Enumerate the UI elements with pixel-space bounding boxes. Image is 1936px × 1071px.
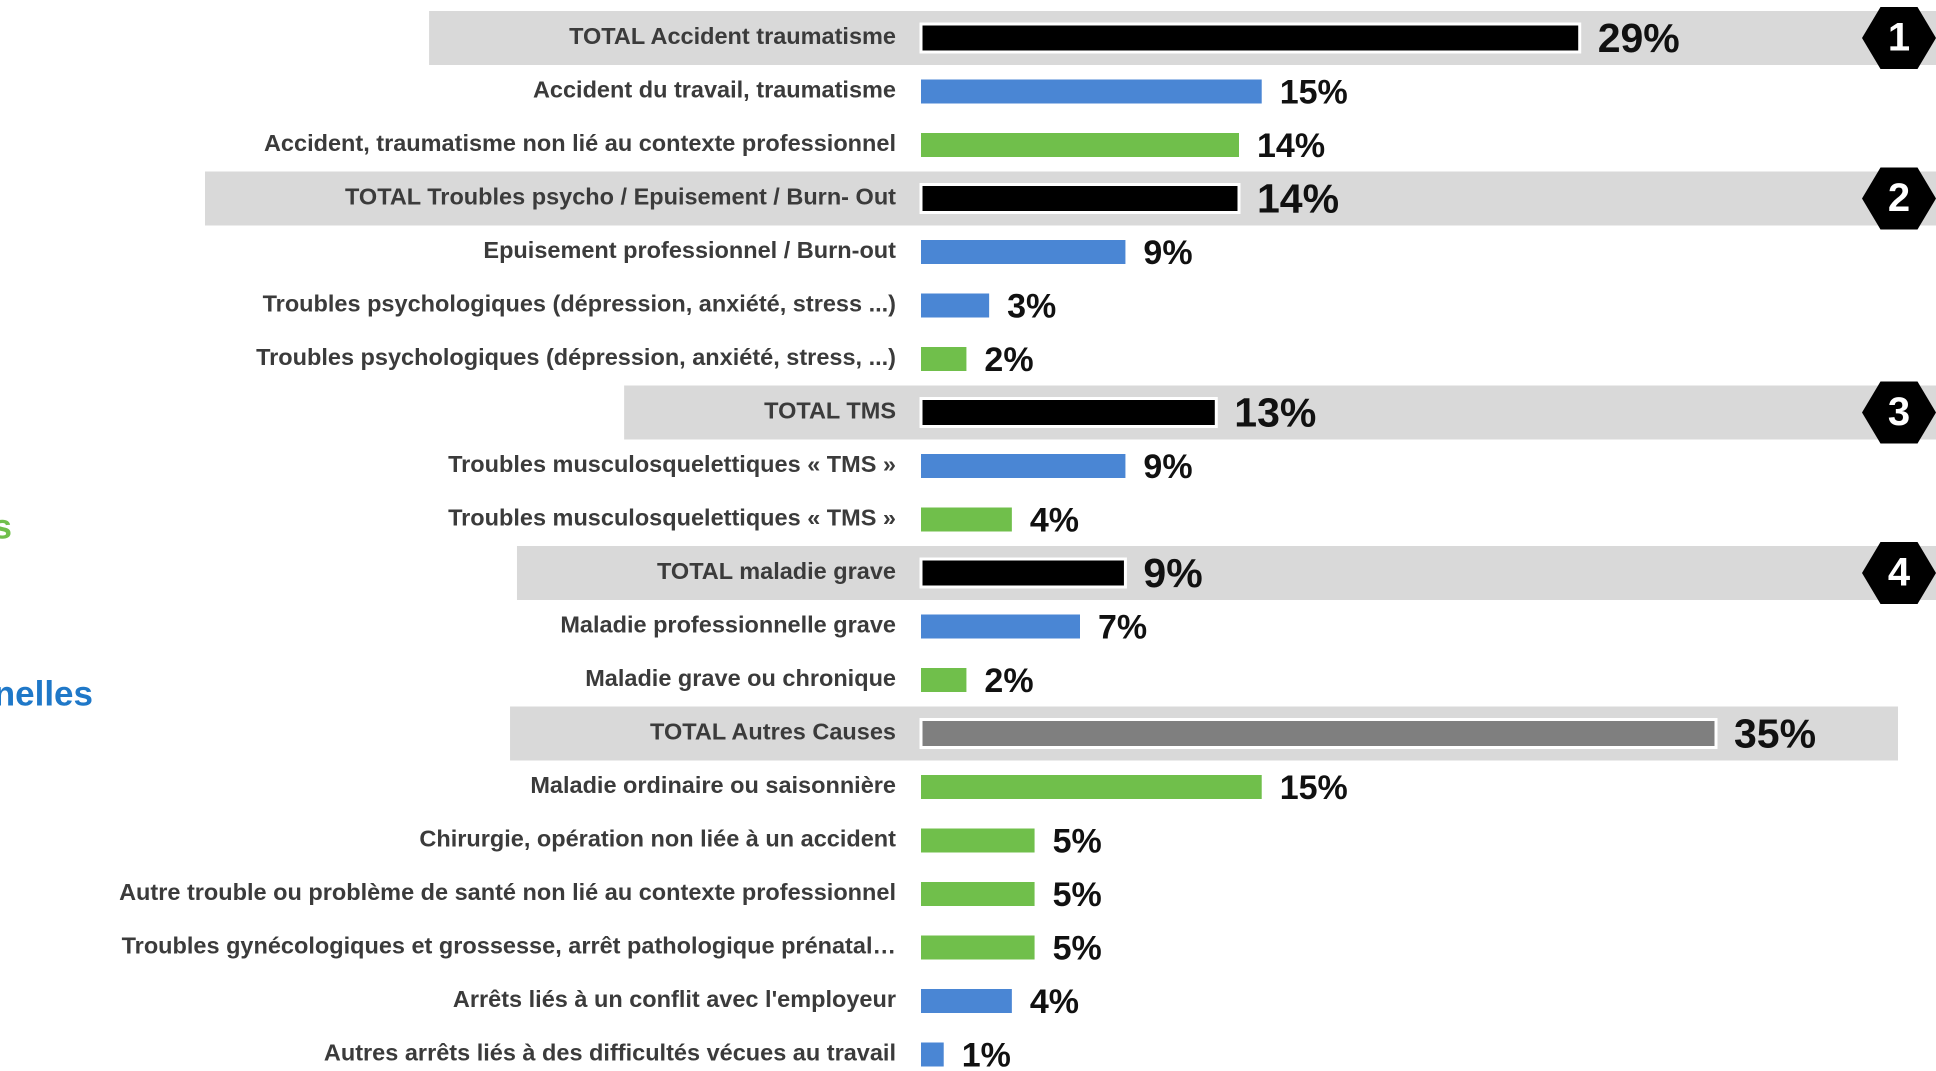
badge-number: 4 [1888,551,1911,595]
category-label: TOTAL Troubles psycho / Epuisement / Bur… [345,184,896,210]
bar [921,347,967,371]
bar [921,935,1035,960]
bar [921,882,1035,906]
value-label: 7% [1098,608,1147,646]
value-label: 4% [1030,983,1079,1021]
annotation: s [0,507,12,546]
value-label: 29% [1598,15,1680,61]
value-label: 2% [984,341,1033,379]
bar [919,397,1218,428]
category-label: Accident du travail, traumatisme [533,77,896,103]
bar [921,828,1035,853]
value-label: 2% [984,662,1033,700]
value-label: 1% [962,1036,1011,1071]
bar [921,1042,944,1067]
category-label: Maladie ordinaire ou saisonnière [530,772,896,798]
category-label: Troubles musculosquelettiques « TMS » [448,451,896,477]
value-label: 5% [1053,822,1102,860]
bar [921,775,1262,799]
category-label: TOTAL TMS [764,398,896,424]
bar [921,668,967,692]
bar [919,557,1127,589]
value-label: 3% [1007,287,1056,325]
category-label: TOTAL Autres Causes [650,719,896,745]
bar [921,507,1012,532]
category-label: TOTAL maladie grave [657,558,896,584]
bar [921,133,1239,157]
value-label: 35% [1734,710,1816,756]
value-label: 14% [1257,175,1339,221]
category-label: Epuisement professionnel / Burn-out [483,237,896,263]
bar [921,614,1080,639]
highlight-bands [205,11,1936,761]
badge [1862,7,1936,69]
bar [921,454,1126,478]
bar [921,989,1012,1013]
value-label: 13% [1234,389,1316,435]
badge-number: 2 [1888,176,1910,220]
category-label: Troubles psychologiques (dépression, anx… [256,344,896,370]
category-label: Autres arrêts liés à des difficultés véc… [324,1040,896,1066]
category-label: Troubles psychologiques (dépression, anx… [263,291,896,317]
value-label: 5% [1053,929,1102,967]
category-label: TOTAL Accident traumatisme [569,23,896,49]
badge-number: 3 [1888,390,1910,434]
category-label: Chirurgie, opération non liée à un accid… [419,826,896,852]
value-label: 15% [1280,769,1348,807]
category-label: Troubles gynécologiques et grossesse, ar… [122,933,896,959]
badge [1862,167,1936,230]
badge [1862,542,1936,604]
category-label: Arrêts liés à un conflit avec l'employeu… [453,986,896,1012]
highlight-band [624,385,1936,440]
bar [921,240,1126,264]
bar [919,718,1718,749]
annotation: nelles [0,674,93,713]
category-label: Autre trouble ou problème de santé non l… [119,879,896,905]
bar [919,22,1582,54]
bar [919,183,1241,214]
category-label: Accident, traumatisme non lié au context… [264,130,896,156]
value-label: 4% [1030,501,1079,539]
badge [1862,381,1936,444]
category-label: Maladie professionnelle grave [560,612,896,638]
value-label: 5% [1053,876,1102,914]
value-label: 15% [1280,73,1348,111]
value-label: 14% [1257,127,1325,165]
bar [921,293,990,318]
highlight-band [516,546,1936,600]
category-label: Maladie grave ou chronique [585,665,896,691]
category-label: Troubles musculosquelettiques « TMS » [448,505,896,531]
badge-number: 1 [1888,16,1910,60]
bar [921,79,1262,104]
value-label: 9% [1143,448,1192,486]
bars [919,22,1718,1067]
value-label: 9% [1143,234,1192,272]
value-label: 9% [1143,550,1202,596]
